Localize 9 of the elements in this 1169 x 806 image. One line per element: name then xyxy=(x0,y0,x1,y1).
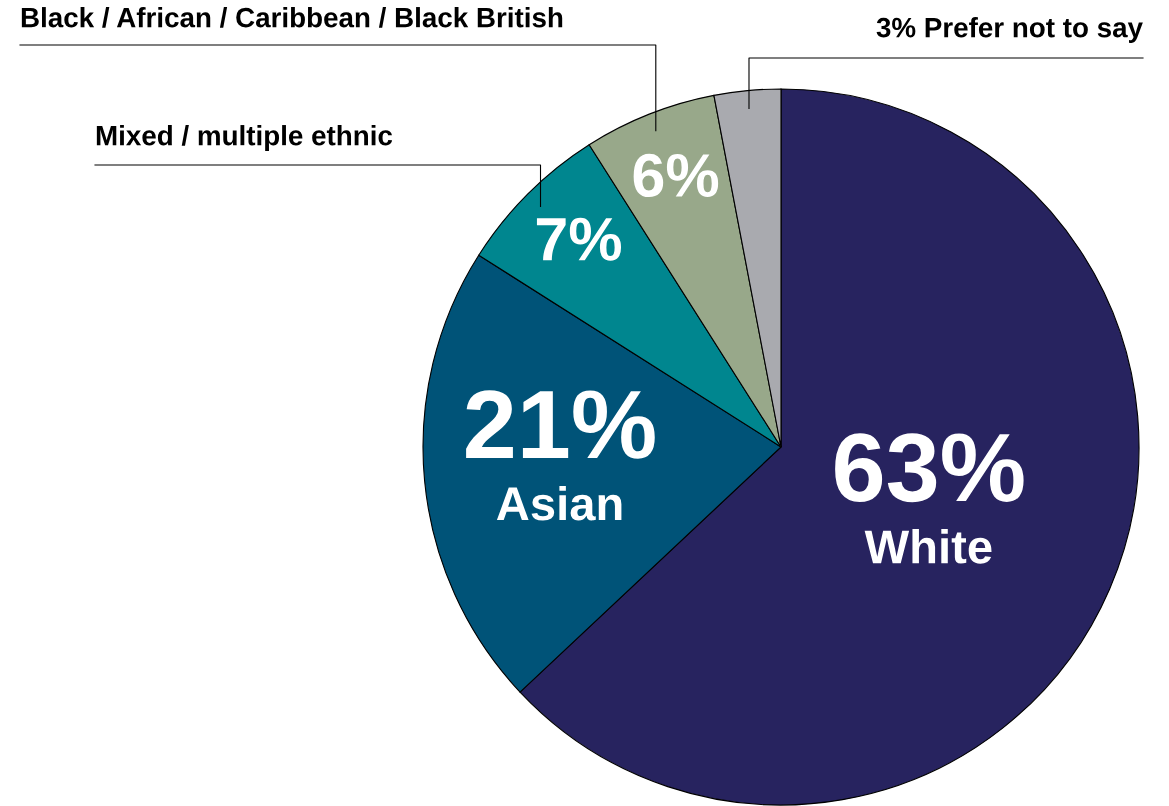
data-label: 7% xyxy=(536,217,622,261)
slice-label: Asian xyxy=(496,485,622,521)
slice-label: Black / African / Caribbean / Black British xyxy=(21,7,563,28)
data-label: 6% xyxy=(633,153,719,198)
data-label: 21% xyxy=(466,390,655,459)
slice-label: 3% Prefer not to say xyxy=(876,17,1143,43)
slice-label: Mixed / multiple ethnic xyxy=(96,125,393,151)
data-label: 63% xyxy=(835,433,1024,503)
slice-label: White xyxy=(864,528,992,564)
